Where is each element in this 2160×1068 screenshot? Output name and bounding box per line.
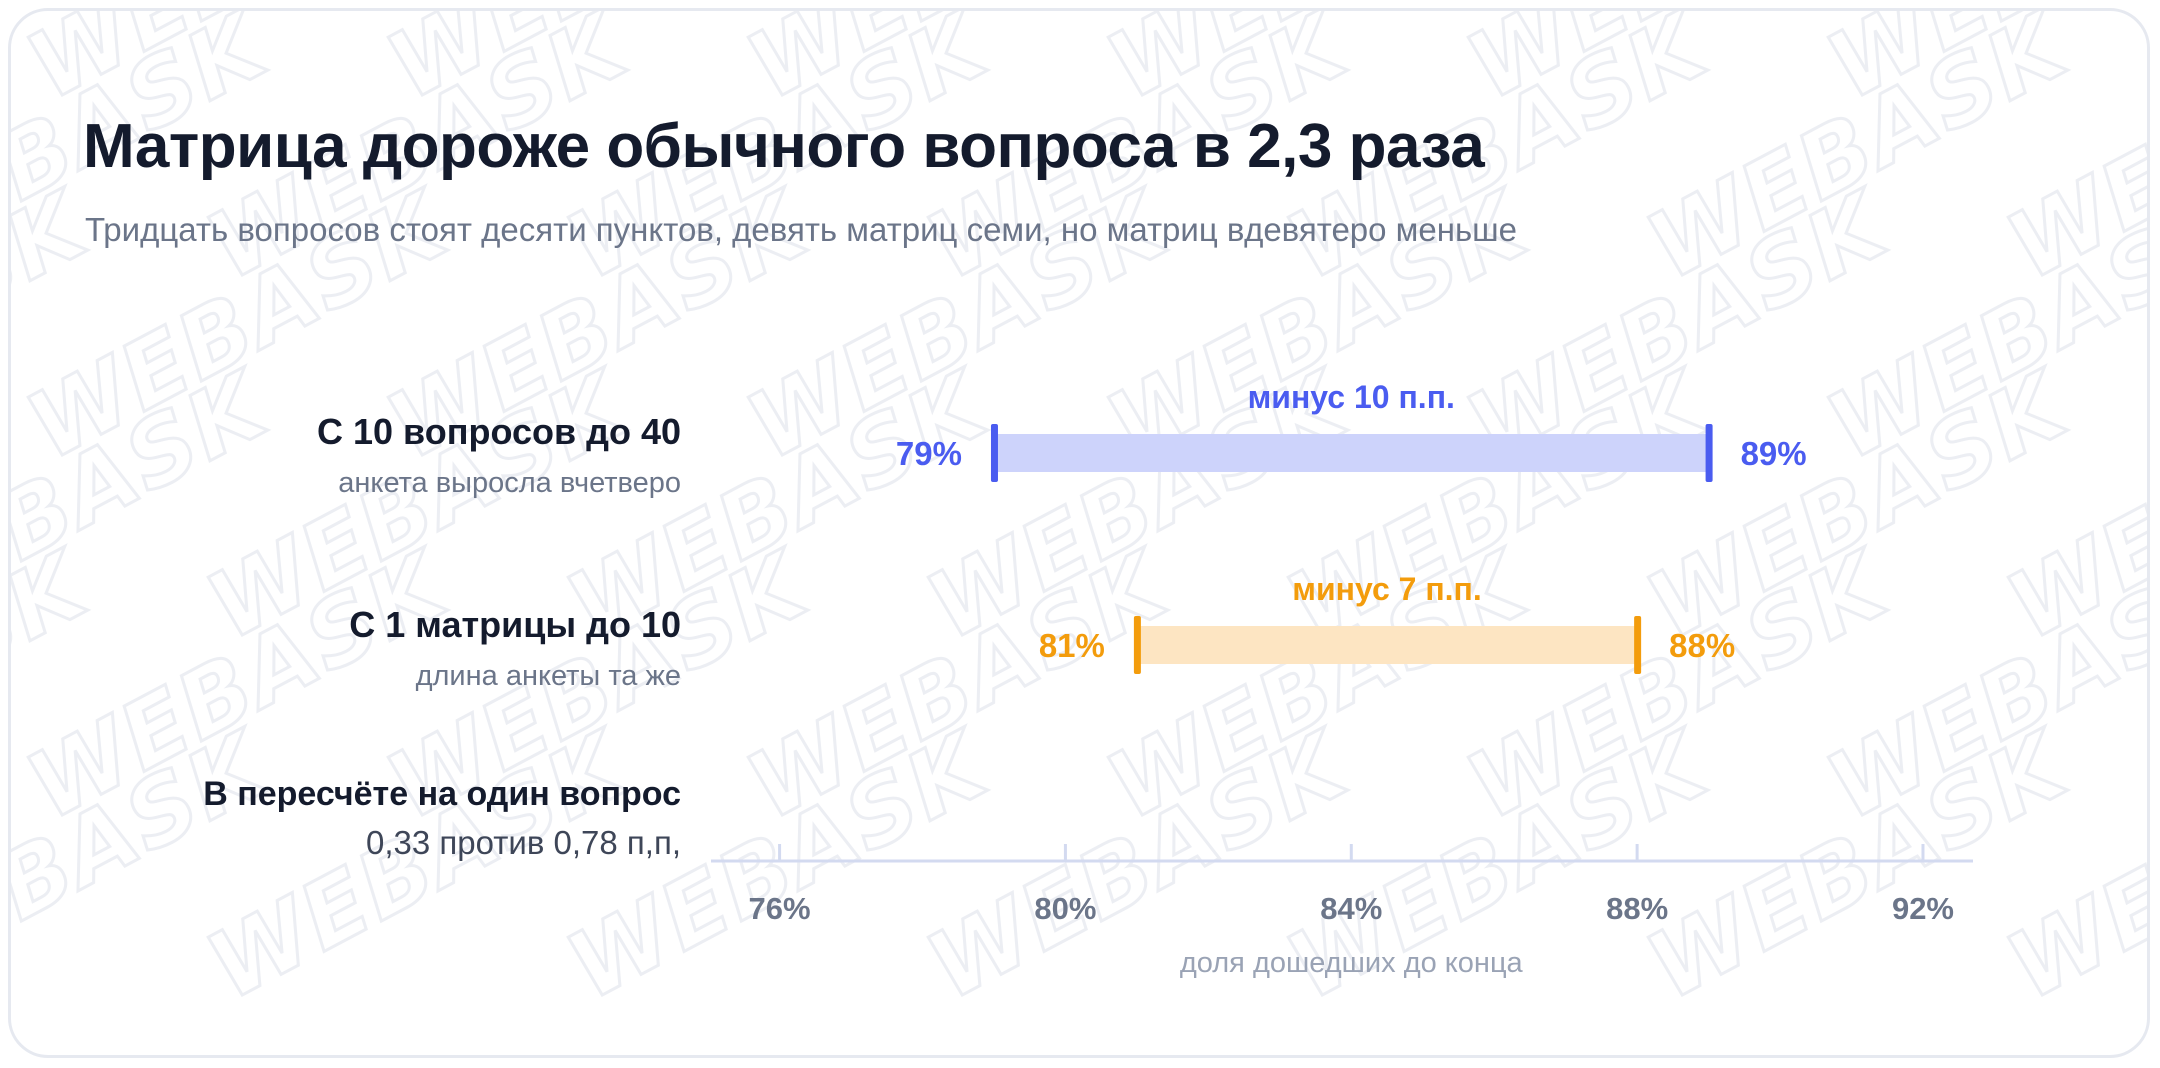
range-fill bbox=[993, 434, 1709, 472]
range-fill bbox=[1136, 626, 1638, 664]
row-label-matrices: С 1 матрицы до 10 длина анкеты та же bbox=[349, 604, 681, 693]
range-start-label: 81% bbox=[1039, 627, 1105, 664]
range-bar-2: 81% 88% минус 7 п.п. bbox=[1039, 571, 1735, 674]
row-label-questions: С 10 вопросов до 40 анкета выросла вчетв… bbox=[317, 411, 681, 500]
row-subtitle: анкета выросла вчетверо bbox=[338, 467, 681, 499]
row-label-per-question: В пересчёте на один вопрос 0,33 против 0… bbox=[203, 775, 681, 862]
range-start-label: 79% bbox=[896, 435, 962, 472]
chart-title: Матрица дороже обычного вопроса в 2,3 ра… bbox=[83, 112, 1485, 181]
row-title: С 1 матрицы до 10 bbox=[349, 604, 681, 645]
range-end-cap bbox=[1705, 424, 1713, 482]
range-end-label: 89% bbox=[1741, 435, 1807, 472]
x-tick-label: 84% bbox=[1320, 891, 1382, 926]
x-tick-label: 92% bbox=[1892, 891, 1954, 926]
range-end-cap bbox=[1634, 616, 1642, 674]
row-title: В пересчёте на один вопрос bbox=[203, 775, 681, 813]
row-subtitle: 0,33 против 0,78 п,п, bbox=[366, 824, 681, 861]
range-chart: 76% 80% 84% 88% 92% доля дошедших до конца 79%… bbox=[711, 379, 1973, 979]
range-bar-1: 79% 89% минус 10 п.п. bbox=[896, 379, 1807, 482]
range-diff-label: минус 10 п.п. bbox=[1248, 379, 1455, 415]
chart-card: WEBASK WEBASK WEBASK WEBASK WEBASK WEBASK WEBA… bbox=[8, 8, 2150, 1058]
chart-subtitle: Тридцать вопросов стоят десяти пунктов, … bbox=[85, 211, 1517, 248]
row-subtitle: длина анкеты та же bbox=[415, 660, 681, 692]
x-tick-label: 88% bbox=[1606, 891, 1668, 926]
range-start-cap bbox=[1133, 616, 1141, 674]
range-diff-label: минус 7 п.п. bbox=[1292, 571, 1481, 607]
range-end-label: 88% bbox=[1669, 627, 1735, 664]
x-axis-title: доля дошедших до конца bbox=[1180, 947, 1524, 979]
row-title: С 10 вопросов до 40 bbox=[317, 411, 681, 452]
range-start-cap bbox=[990, 424, 998, 482]
x-tick-label: 80% bbox=[1034, 891, 1096, 926]
x-tick-label: 76% bbox=[749, 891, 811, 926]
